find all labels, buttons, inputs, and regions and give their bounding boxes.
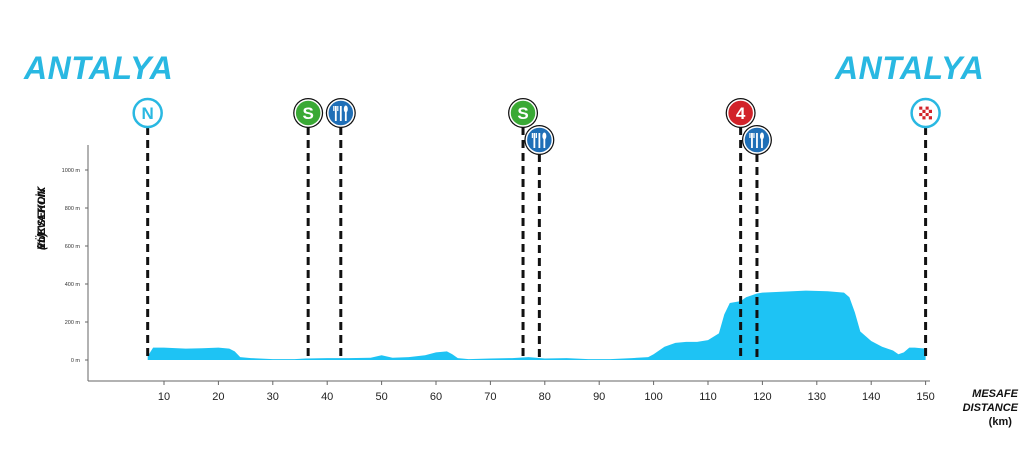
checkered-flag-icon	[925, 109, 929, 113]
y-tick-label: 0 m	[71, 358, 81, 364]
sprint-marker-2-disc	[509, 99, 537, 127]
feed-marker-1	[325, 98, 356, 128]
x-axis-label-en: DISTANCE	[962, 402, 1018, 414]
start-city-title: ANTALYA	[24, 50, 174, 86]
y-tick-label: 1000 m	[62, 168, 81, 174]
x-tick-label: 100	[644, 391, 662, 403]
start-marker-letter: N	[142, 104, 154, 123]
checkered-flag-icon	[925, 113, 929, 117]
sprint-marker-2: S	[508, 98, 539, 128]
x-tick-label: 140	[862, 391, 880, 403]
checkered-flag-icon	[925, 116, 929, 120]
feed-marker-3	[741, 125, 772, 155]
checkered-flag-icon	[928, 106, 932, 110]
spoon-icon	[343, 105, 348, 113]
y-tick-label: 800 m	[65, 206, 81, 212]
elevation-profile-area	[147, 290, 926, 360]
checkered-flag-icon	[928, 116, 932, 120]
checkered-flag-icon	[919, 106, 923, 110]
finish-marker	[910, 97, 941, 129]
checkered-flag-icon	[922, 109, 926, 113]
x-tick-label: 30	[267, 391, 279, 403]
x-tick-label: 20	[212, 391, 224, 403]
checkered-flag-icon	[928, 113, 932, 117]
x-tick-label: 80	[539, 391, 551, 403]
x-tick-label: 10	[158, 391, 170, 403]
sprint-marker-1-letter: S	[302, 104, 313, 123]
x-axis-label-tr: MESAFE	[972, 388, 1018, 400]
y-axis-label-unit: (m)	[36, 232, 48, 250]
sprint-marker-1-disc	[294, 99, 322, 127]
x-tick-label: 50	[375, 391, 387, 403]
x-tick-label: 40	[321, 391, 333, 403]
x-tick-label: 70	[484, 391, 496, 403]
spoon-icon	[759, 132, 764, 140]
x-axis-label-unit: (km)	[988, 416, 1012, 428]
checkered-flag-icon	[919, 116, 923, 120]
climb-marker-cat4-letter: 4	[736, 104, 746, 123]
spoon-icon	[542, 132, 547, 140]
sprint-marker-2-letter: S	[517, 104, 528, 123]
checkered-flag-icon	[919, 113, 923, 117]
checkered-flag-icon	[928, 109, 932, 113]
checkered-flag-icon	[919, 109, 923, 113]
checkered-flag-icon	[922, 106, 926, 110]
checkered-flag-icon	[925, 106, 929, 110]
x-tick-label: 110	[699, 391, 717, 403]
climb-marker-cat4: 4	[725, 98, 756, 128]
start-marker: N	[132, 97, 163, 129]
x-tick-label: 90	[593, 391, 605, 403]
feed-marker-2	[524, 125, 555, 155]
start-marker-ring	[132, 97, 163, 129]
sprint-marker-1: S	[293, 98, 324, 128]
x-axis-label: MESAFE DISTANCE (km)	[963, 387, 1018, 429]
x-tick-label: 130	[808, 391, 826, 403]
x-tick-label: 120	[753, 391, 771, 403]
x-tick-label: 150	[916, 391, 934, 403]
y-tick-label: 600 m	[65, 244, 81, 250]
x-tick-label: 60	[430, 391, 442, 403]
y-tick-label: 200 m	[65, 320, 81, 326]
finish-city-title: ANTALYA	[835, 50, 985, 86]
checkered-flag-icon	[922, 113, 926, 117]
y-tick-label: 400 m	[65, 282, 81, 288]
checkered-flag-icon	[922, 116, 926, 120]
climb-marker-cat4-disc	[726, 99, 755, 127]
